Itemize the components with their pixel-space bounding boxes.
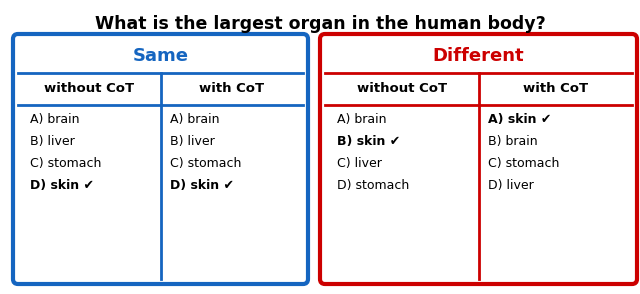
Text: A) brain: A) brain	[170, 113, 220, 126]
Text: B) brain: B) brain	[488, 134, 538, 148]
Text: A) skin ✔: A) skin ✔	[488, 113, 552, 126]
Text: A) brain: A) brain	[30, 113, 79, 126]
FancyBboxPatch shape	[320, 34, 637, 284]
Text: C) stomach: C) stomach	[488, 156, 560, 170]
Text: Same: Same	[132, 47, 189, 65]
Text: with CoT: with CoT	[199, 83, 264, 96]
Text: B) liver: B) liver	[170, 134, 215, 148]
Text: A) brain: A) brain	[337, 113, 387, 126]
Text: without CoT: without CoT	[44, 83, 134, 96]
Text: B) liver: B) liver	[30, 134, 75, 148]
Text: with CoT: with CoT	[523, 83, 588, 96]
Text: without CoT: without CoT	[356, 83, 447, 96]
Text: B) skin ✔: B) skin ✔	[337, 134, 400, 148]
Text: D) skin ✔: D) skin ✔	[170, 178, 234, 191]
Text: D) stomach: D) stomach	[337, 178, 409, 191]
Text: C) liver: C) liver	[337, 156, 382, 170]
Text: C) stomach: C) stomach	[170, 156, 242, 170]
Text: D) skin ✔: D) skin ✔	[30, 178, 94, 191]
Text: What is the largest organ in the human body?: What is the largest organ in the human b…	[95, 15, 545, 33]
FancyBboxPatch shape	[13, 34, 308, 284]
Text: C) stomach: C) stomach	[30, 156, 101, 170]
Text: Different: Different	[433, 47, 524, 65]
Text: D) liver: D) liver	[488, 178, 534, 191]
